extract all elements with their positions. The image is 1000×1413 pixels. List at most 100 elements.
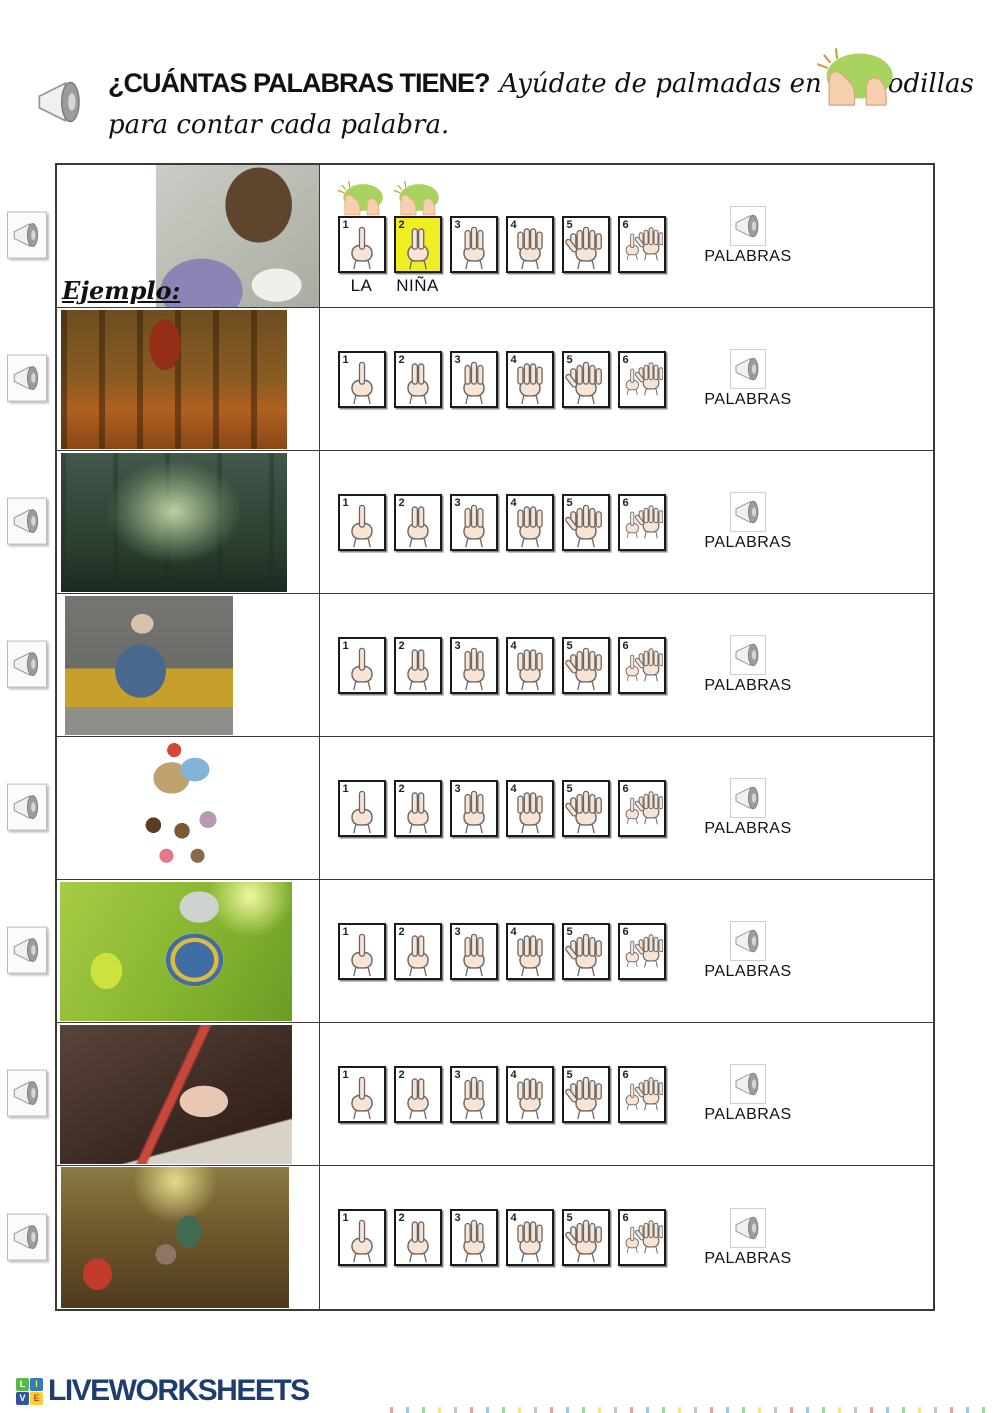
palabras-audio-button[interactable] [730,349,766,389]
count-box-2[interactable]: 2 [393,779,442,837]
count-box-1[interactable]: 1 [337,1065,386,1123]
count-box-1[interactable]: 1 [337,216,386,273]
count-box-3[interactable]: 3 [449,350,498,408]
speaker-horn-icon [13,652,39,676]
count-box-4[interactable]: 4 [505,1065,554,1123]
image-cell [57,737,320,879]
count-box-slot: 5 [561,922,610,980]
box-number: 6 [622,353,629,366]
count-box-6[interactable]: 6 [617,493,666,551]
count-box-5[interactable]: 5 [561,779,610,837]
count-box-2[interactable]: 2 [393,350,442,408]
palabras-audio-button[interactable] [730,492,766,532]
hand-count-1-icon [341,785,383,834]
count-box-3[interactable]: 3 [449,636,498,694]
box-number: 1 [342,1212,349,1224]
palabras-audio-button[interactable] [730,921,766,961]
palabras-audio-button[interactable] [730,1064,766,1104]
count-box-5[interactable]: 5 [561,216,610,273]
row-audio-button[interactable] [7,354,47,402]
count-box-1[interactable]: 1 [337,636,386,694]
count-box-6[interactable]: 6 [617,216,666,273]
row-audio-button[interactable] [7,1069,47,1117]
count-box-4[interactable]: 4 [505,779,554,837]
count-box-3[interactable]: 3 [449,779,498,837]
example-word: NIÑA [396,276,439,295]
hand-count-4-icon [509,1071,551,1120]
count-box-slot: 5 [561,779,610,837]
count-box-2[interactable]: 2 [393,922,442,980]
row-audio-button[interactable] [7,926,47,974]
count-box-5[interactable]: 5 [561,1065,610,1123]
count-box-4[interactable]: 4 [505,216,554,273]
count-box-4[interactable]: 4 [505,350,554,408]
count-box-5[interactable]: 5 [561,350,610,408]
title-instruction-part2: para contar cada palabra. [108,110,450,140]
count-box-2[interactable]: 2 [393,636,442,694]
box-number: 1 [342,219,349,231]
example-image-cell: Ejemplo: [57,165,320,307]
count-box-3[interactable]: 3 [449,1209,498,1266]
count-box-1[interactable]: 1 [337,922,386,980]
palabras-label: PALABRAS [704,391,792,408]
palabras-label: PALABRAS [704,963,792,980]
palabras-label: PALABRAS [704,677,792,694]
count-box-5[interactable]: 5 [561,493,610,551]
palabras-audio-button[interactable] [730,635,766,675]
photo-girl-writing-notebook [156,165,319,307]
count-box-2[interactable]: 2 [393,216,442,273]
count-box-3[interactable]: 3 [449,922,498,980]
count-box-slot: 5 [561,1209,610,1266]
count-box-2[interactable]: 2 [393,1065,442,1123]
palabras-audio-button[interactable] [730,1207,766,1248]
count-box-3[interactable]: 3 [449,1065,498,1123]
image-cell [57,308,320,450]
box-number: 5 [566,1212,573,1224]
row-audio-button[interactable] [7,1213,47,1261]
count-box-2[interactable]: 2 [393,1209,442,1266]
count-box-6[interactable]: 6 [617,1209,666,1266]
row-audio-button[interactable] [7,211,47,259]
count-box-6[interactable]: 6 [617,1065,666,1123]
count-box-5[interactable]: 5 [561,1209,610,1266]
count-box-4[interactable]: 4 [505,1209,554,1266]
palabras-audio-button[interactable] [730,778,766,818]
count-box-1[interactable]: 1 [337,350,386,408]
header-audio-speaker-icon[interactable] [30,76,92,128]
count-box-1[interactable]: 1 [337,1209,386,1266]
count-box-slot: 6 [617,179,666,296]
count-box-6[interactable]: 6 [617,636,666,694]
hand-count-4-icon [509,928,551,977]
count-box-5[interactable]: 5 [561,922,610,980]
count-box-slot: 3 [449,1209,498,1266]
count-box-slot: 6 [617,493,666,551]
count-box-1[interactable]: 1 [337,493,386,551]
hand-count-2-icon [397,928,439,977]
speaker-horn-icon [735,1216,759,1239]
count-box-5[interactable]: 5 [561,636,610,694]
speaker-horn-icon [13,1224,39,1249]
palabras-audio-button[interactable] [730,206,766,246]
box-number: 6 [622,1212,629,1224]
count-box-4[interactable]: 4 [505,493,554,551]
photo-children-reading-green-forest [61,452,287,592]
photo-child-hand-writing-red-pencil [60,1024,292,1164]
count-box-3[interactable]: 3 [449,493,498,551]
hand-count-4-icon [509,642,551,691]
count-box-6[interactable]: 6 [617,350,666,408]
row-audio-button[interactable] [7,783,47,831]
count-box-3[interactable]: 3 [449,216,498,273]
answer-cell: 1 2 3 4 5 6 PALABRAS [320,1166,933,1309]
clap-knees-icon [393,179,442,217]
row-audio-button[interactable] [7,640,47,688]
palabras-group: PALABRAS [698,921,798,981]
count-box-6[interactable]: 6 [617,779,666,837]
count-box-2[interactable]: 2 [393,493,442,551]
row-audio-button[interactable] [7,497,47,545]
count-box-1[interactable]: 1 [337,779,386,837]
count-box-4[interactable]: 4 [505,922,554,980]
answer-cell: 1 2 3 4 5 6 PALABRAS [320,880,933,1022]
count-box-4[interactable]: 4 [505,636,554,694]
count-box-6[interactable]: 6 [617,922,666,980]
